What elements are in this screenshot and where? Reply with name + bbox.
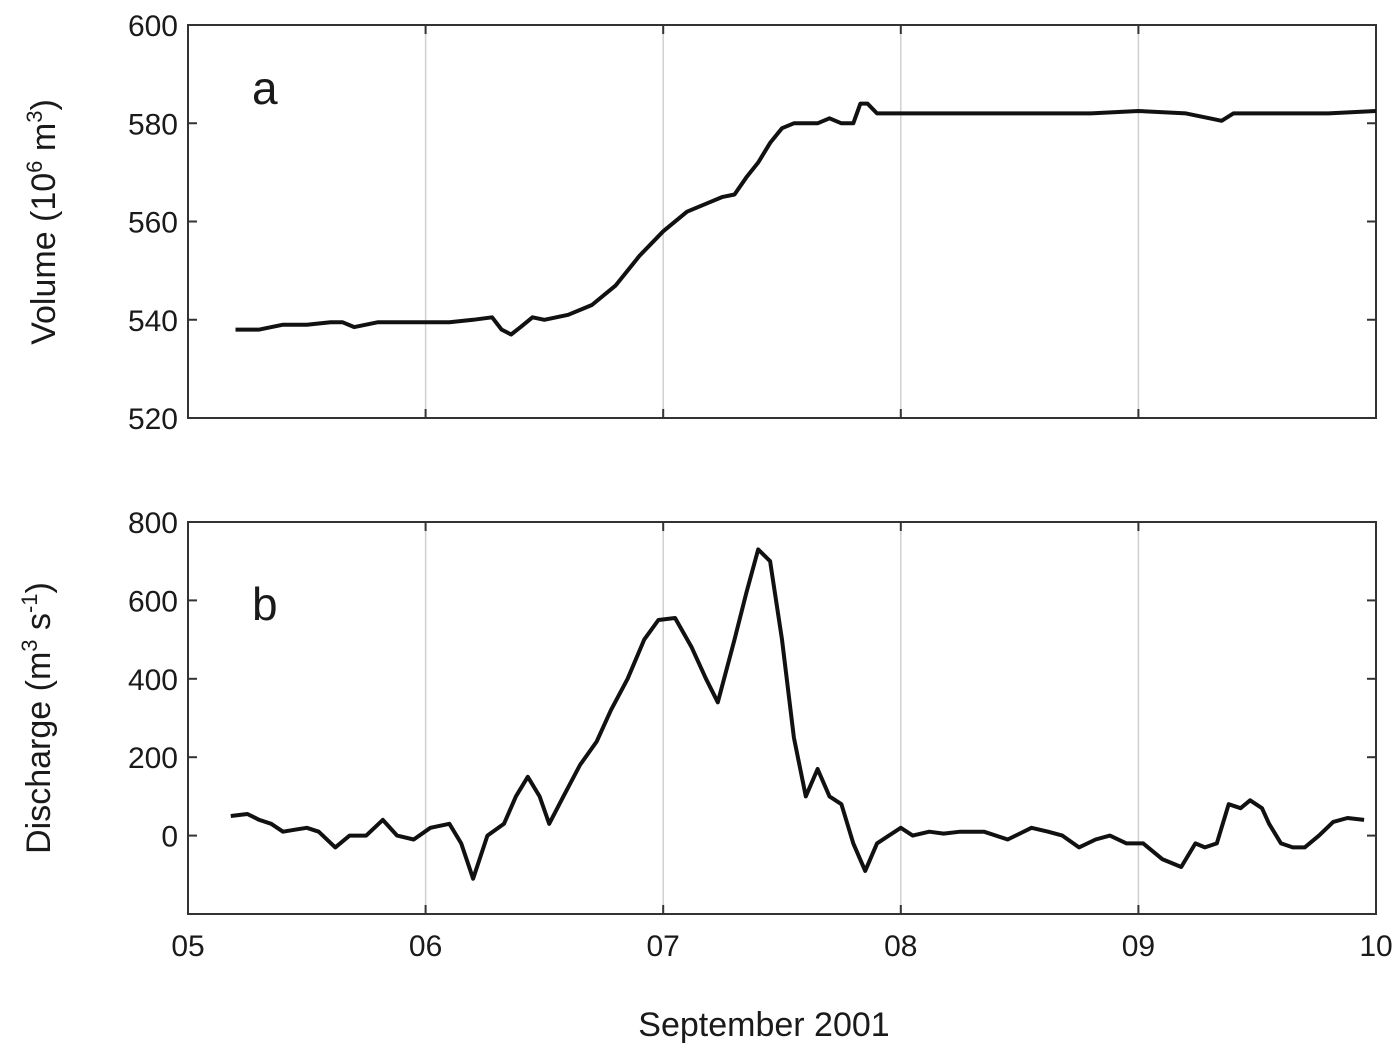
y-tick-label: 800 <box>128 507 178 540</box>
volume-series-line <box>235 101 1377 337</box>
x-tick-label: 07 <box>647 930 680 963</box>
plot-frame-a <box>187 24 1377 419</box>
y-tick-label: 540 <box>128 305 178 338</box>
x-tick-label: 10 <box>1359 930 1392 963</box>
x-tick-label: 06 <box>409 930 442 963</box>
y-tick-label: 520 <box>128 403 178 436</box>
y-tick-label: 600 <box>128 10 178 43</box>
x-axis-ticks-a <box>187 25 1377 418</box>
gridlines-a <box>424 25 1140 418</box>
y-axis-title-b: Discharge (m3 s-1) <box>17 582 58 854</box>
panel-label-b: b <box>252 578 278 630</box>
gridlines-b <box>424 522 1140 914</box>
y-tick-label: 0 <box>161 821 178 854</box>
panel-label-a: a <box>252 62 278 114</box>
discharge-series-line <box>230 547 1365 881</box>
x-axis-ticks-b: 05 06 07 08 09 10 <box>171 522 1393 963</box>
panel-a: 520 540 560 580 600 a Volume (106 m3) <box>22 10 1377 436</box>
panel-b: 0 200 400 600 800 05 06 07 08 09 10 b Discharge (… <box>17 507 1393 963</box>
y-tick-label: 200 <box>128 742 178 775</box>
x-tick-label: 09 <box>1122 930 1155 963</box>
y-tick-label: 560 <box>128 207 178 240</box>
y-tick-label: 580 <box>128 108 178 141</box>
plot-frame-b <box>187 521 1377 915</box>
y-tick-label: 600 <box>128 585 178 618</box>
y-axis-ticks-b: 0 200 400 600 800 <box>128 507 1376 854</box>
y-tick-label: 400 <box>128 664 178 697</box>
x-tick-label: 08 <box>884 930 917 963</box>
x-axis-title: September 2001 <box>638 1006 889 1044</box>
x-tick-label: 05 <box>171 930 204 963</box>
y-axis-ticks-a: 520 540 560 580 600 <box>128 10 1376 436</box>
y-axis-title-a: Volume (106 m3) <box>22 99 63 345</box>
